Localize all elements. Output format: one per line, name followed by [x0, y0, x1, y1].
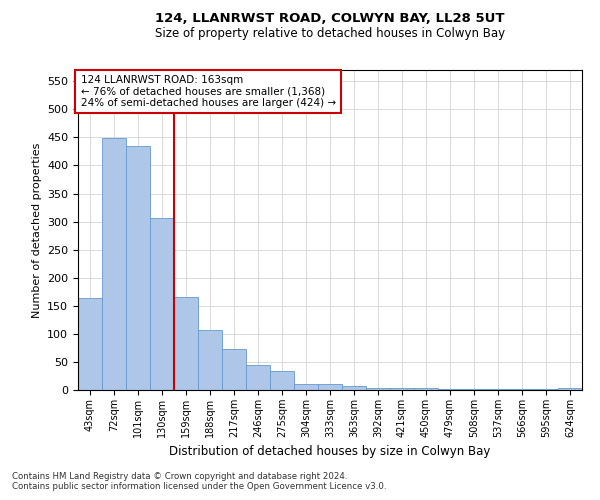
Text: Contains public sector information licensed under the Open Government Licence v3: Contains public sector information licen…	[12, 482, 386, 491]
Bar	[246, 366, 270, 390]
Bar	[438, 389, 462, 390]
Bar	[390, 388, 414, 390]
Bar	[198, 330, 222, 390]
Bar	[366, 388, 390, 390]
Y-axis label: Number of detached properties: Number of detached properties	[32, 142, 41, 318]
Bar	[222, 349, 246, 390]
Text: 124, LLANRWST ROAD, COLWYN BAY, LL28 5UT: 124, LLANRWST ROAD, COLWYN BAY, LL28 5UT	[155, 12, 505, 26]
Bar	[126, 146, 150, 390]
Bar	[318, 384, 342, 390]
Bar	[342, 386, 366, 390]
Bar	[150, 218, 174, 390]
X-axis label: Distribution of detached houses by size in Colwyn Bay: Distribution of detached houses by size …	[169, 446, 491, 458]
Bar	[294, 384, 318, 390]
Bar	[174, 298, 198, 390]
Bar	[102, 138, 126, 390]
Text: Contains HM Land Registry data © Crown copyright and database right 2024.: Contains HM Land Registry data © Crown c…	[12, 472, 347, 481]
Text: 124 LLANRWST ROAD: 163sqm
← 76% of detached houses are smaller (1,368)
24% of se: 124 LLANRWST ROAD: 163sqm ← 76% of detac…	[80, 75, 335, 108]
Bar	[78, 298, 102, 390]
Bar	[270, 372, 294, 390]
Bar	[414, 388, 438, 390]
Text: Size of property relative to detached houses in Colwyn Bay: Size of property relative to detached ho…	[155, 28, 505, 40]
Bar	[558, 388, 582, 390]
